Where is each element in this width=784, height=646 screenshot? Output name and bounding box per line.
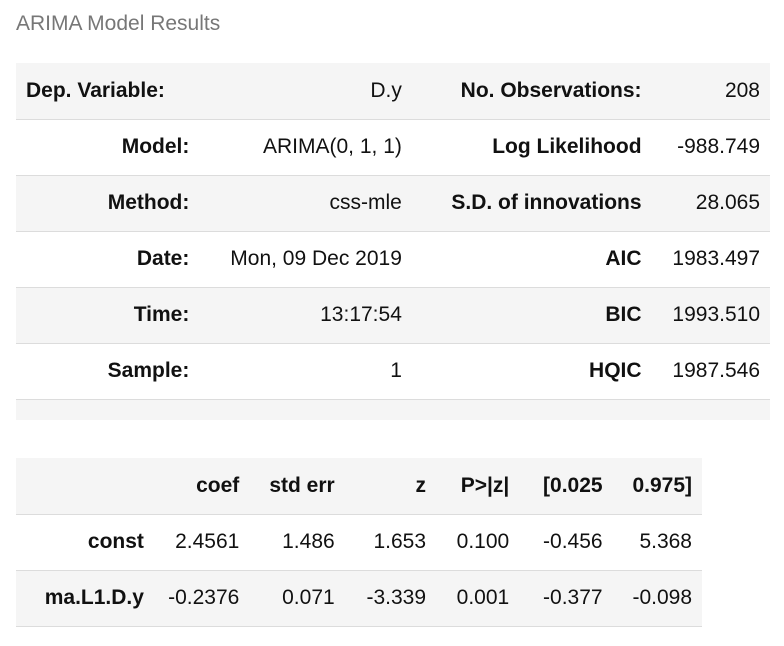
summary-value: D.y bbox=[195, 63, 412, 120]
summary-spacer-row bbox=[16, 399, 770, 420]
summary-value: 1983.497 bbox=[647, 231, 770, 288]
summary-label: Time: bbox=[16, 287, 196, 344]
summary-value: Mon, 09 Dec 2019 bbox=[195, 231, 412, 288]
summary-row: Date: Mon, 09 Dec 2019 AIC 1983.497 bbox=[16, 231, 770, 288]
column-header bbox=[16, 458, 150, 515]
column-header: z bbox=[340, 458, 433, 515]
summary-value: 1993.510 bbox=[647, 287, 770, 344]
summary-label: Log Likelihood bbox=[411, 119, 648, 176]
table-cell: 5.368 bbox=[608, 514, 702, 571]
summary-label: Model: bbox=[16, 119, 196, 176]
summary-value: 1987.546 bbox=[647, 343, 770, 400]
column-header: std err bbox=[245, 458, 341, 515]
summary-label: Dep. Variable: bbox=[16, 63, 196, 120]
table-cell: -0.098 bbox=[608, 570, 702, 627]
summary-label: S.D. of innovations bbox=[411, 175, 648, 232]
table-row: const 2.4561 1.486 1.653 0.100 -0.456 5.… bbox=[16, 514, 702, 571]
summary-value: 1 bbox=[195, 343, 412, 400]
row-name: const bbox=[16, 514, 150, 571]
summary-row: Dep. Variable: D.y No. Observations: 208 bbox=[16, 63, 770, 120]
table-cell: 0.001 bbox=[432, 570, 516, 627]
table-caption: ARIMA Model Results bbox=[16, 12, 221, 35]
column-header: [0.025 bbox=[515, 458, 609, 515]
model-summary-table: Dep. Variable: D.y No. Observations: 208… bbox=[16, 63, 770, 420]
table-cell: -0.2376 bbox=[149, 570, 246, 627]
summary-label: HQIC bbox=[411, 343, 648, 400]
summary-value: 208 bbox=[647, 63, 770, 120]
column-header: P>|z| bbox=[432, 458, 516, 515]
coefficients-table: coef std err z P>|z| [0.025 0.975] const… bbox=[16, 458, 702, 627]
summary-label: BIC bbox=[411, 287, 648, 344]
summary-label: No. Observations: bbox=[411, 63, 648, 120]
table-cell: -0.377 bbox=[515, 570, 609, 627]
table-cell: -3.339 bbox=[340, 570, 433, 627]
summary-value: css-mle bbox=[195, 175, 412, 232]
table-cell: 1.486 bbox=[245, 514, 341, 571]
summary-value: 13:17:54 bbox=[195, 287, 412, 344]
summary-value: -988.749 bbox=[647, 119, 770, 176]
coefficients-header-row: coef std err z P>|z| [0.025 0.975] bbox=[16, 458, 702, 515]
summary-row: Time: 13:17:54 BIC 1993.510 bbox=[16, 287, 770, 344]
table-cell: 0.100 bbox=[432, 514, 516, 571]
summary-value: 28.065 bbox=[647, 175, 770, 232]
summary-value: ARIMA(0, 1, 1) bbox=[195, 119, 412, 176]
summary-row: Model: ARIMA(0, 1, 1) Log Likelihood -98… bbox=[16, 119, 770, 176]
table-cell: 2.4561 bbox=[149, 514, 246, 571]
summary-label: Sample: bbox=[16, 343, 196, 400]
column-header: 0.975] bbox=[608, 458, 702, 515]
row-name: ma.L1.D.y bbox=[16, 570, 150, 627]
column-header: coef bbox=[149, 458, 246, 515]
summary-row: Sample: 1 HQIC 1987.546 bbox=[16, 343, 770, 400]
table-cell: 0.071 bbox=[245, 570, 341, 627]
summary-label: Date: bbox=[16, 231, 196, 288]
summary-row: Method: css-mle S.D. of innovations 28.0… bbox=[16, 175, 770, 232]
summary-label: Method: bbox=[16, 175, 196, 232]
table-cell: -0.456 bbox=[515, 514, 609, 571]
table-row: ma.L1.D.y -0.2376 0.071 -3.339 0.001 -0.… bbox=[16, 570, 702, 627]
summary-label: AIC bbox=[411, 231, 648, 288]
table-cell: 1.653 bbox=[340, 514, 433, 571]
